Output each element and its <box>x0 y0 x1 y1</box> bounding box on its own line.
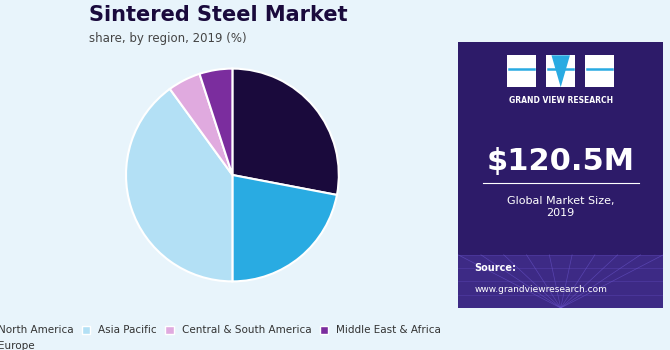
Legend: North America, Europe, Asia Pacific, Central & South America, Middle East & Afri: North America, Europe, Asia Pacific, Cen… <box>0 326 442 350</box>
Text: $120.5M: $120.5M <box>486 147 634 176</box>
Wedge shape <box>126 89 232 281</box>
Text: www.grandviewresearch.com: www.grandviewresearch.com <box>474 285 608 294</box>
Text: Global Market Size,
2019: Global Market Size, 2019 <box>507 196 614 218</box>
Polygon shape <box>551 55 570 87</box>
Wedge shape <box>200 69 232 175</box>
Text: Sintered Steel Market: Sintered Steel Market <box>88 5 347 25</box>
Wedge shape <box>170 74 232 175</box>
FancyBboxPatch shape <box>507 55 536 87</box>
FancyBboxPatch shape <box>458 42 663 308</box>
Text: Source:: Source: <box>474 263 517 273</box>
FancyBboxPatch shape <box>458 255 663 308</box>
Text: GRAND VIEW RESEARCH: GRAND VIEW RESEARCH <box>509 96 613 105</box>
FancyBboxPatch shape <box>586 55 614 87</box>
Wedge shape <box>232 175 337 281</box>
Text: share, by region, 2019 (%): share, by region, 2019 (%) <box>88 32 247 45</box>
Wedge shape <box>232 69 339 195</box>
FancyBboxPatch shape <box>546 55 575 87</box>
